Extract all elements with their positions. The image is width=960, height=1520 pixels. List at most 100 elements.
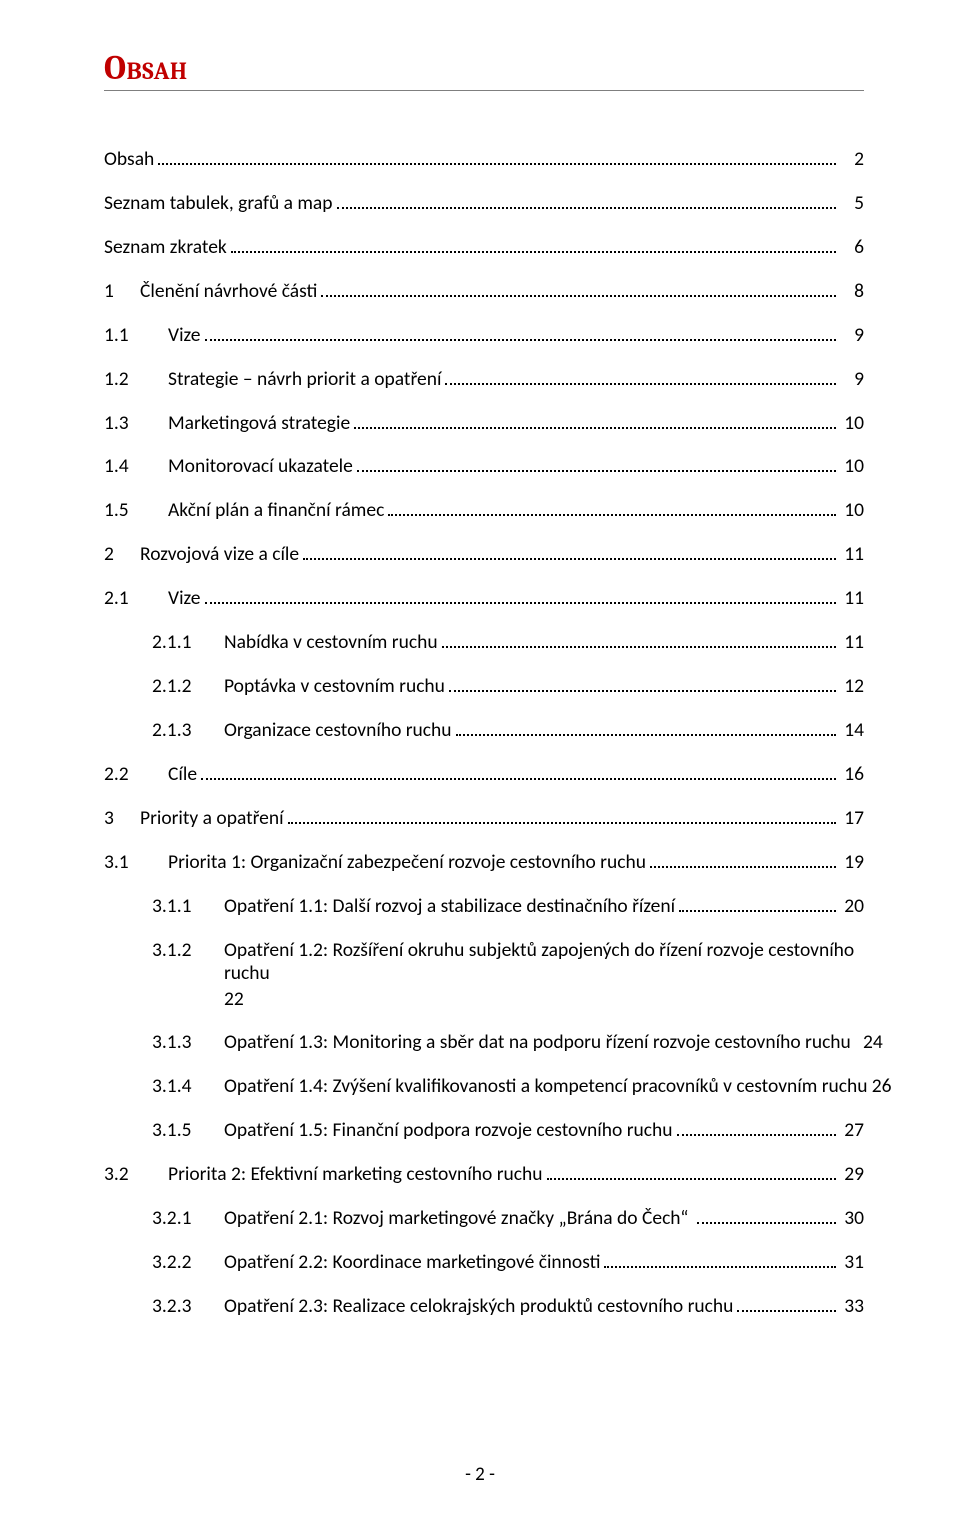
toc-entry: 3.2.2Opatření 2.2: Koordinace marketingo…	[104, 1250, 864, 1274]
toc-entry-page: 9	[840, 324, 864, 347]
toc-entry-number: 1.1	[104, 324, 168, 347]
table-of-contents: Obsah 2Seznam tabulek, grafů a map 5Sezn…	[104, 147, 864, 1318]
toc-entry-page: 29	[840, 1163, 864, 1186]
toc-entry: 3.1Priorita 1: Organizační zabezpečení r…	[104, 851, 864, 875]
toc-entry-label: Opatření 1.1: Další rozvoj a stabilizace…	[224, 895, 675, 918]
toc-entry: 2.1Vize 11	[104, 587, 864, 611]
toc-leader	[337, 191, 836, 209]
toc-entry-label: Organizace cestovního ruchu	[224, 719, 452, 742]
toc-entry: 2Rozvojová vize a cíle 11	[104, 543, 864, 567]
toc-entry-label: Opatření 1.2: Rozšíření okruhu subjektů …	[224, 939, 864, 986]
toc-leader	[354, 411, 836, 429]
toc-entry: Seznam zkratek 6	[104, 235, 864, 259]
toc-entry: 1.4Monitorovací ukazatele 10	[104, 455, 864, 479]
toc-entry-label: Opatření 2.3: Realizace celokrajských pr…	[224, 1295, 733, 1318]
toc-entry: 3.2Priorita 2: Efektivní marketing cesto…	[104, 1162, 864, 1186]
toc-entry-label: Priority a opatření	[140, 807, 284, 830]
toc-entry-page: 11	[840, 631, 864, 654]
toc-leader	[205, 587, 836, 605]
toc-entry-label: Monitorovací ukazatele	[168, 455, 353, 478]
toc-entry-label: Seznam tabulek, grafů a map	[104, 192, 333, 215]
toc-entry-label: Obsah	[104, 148, 154, 171]
toc-entry-label: Cíle	[168, 763, 197, 786]
toc-entry-page: 10	[840, 499, 864, 522]
toc-leader	[231, 235, 836, 253]
toc-entry-page: 22	[224, 988, 244, 1011]
toc-entry-number: 1.4	[104, 455, 168, 478]
toc-entry-label: Opatření 1.3: Monitoring a sběr dat na p…	[224, 1031, 851, 1054]
toc-entry: 3.1.5Opatření 1.5: Finanční podpora rozv…	[104, 1118, 864, 1142]
toc-entry: 3.2.1Opatření 2.1: Rozvoj marketingové z…	[104, 1206, 864, 1230]
toc-entry: 2.1.2Poptávka v cestovním ruchu 12	[104, 675, 864, 699]
toc-entry: 2.2Cíle 16	[104, 763, 864, 787]
toc-entry-number: 2.2	[104, 763, 168, 786]
toc-entry-number: 3.2.1	[152, 1207, 224, 1230]
toc-entry-label: Marketingová strategie	[168, 412, 350, 435]
toc-entry-number: 1.5	[104, 499, 168, 522]
toc-leader	[445, 367, 836, 385]
toc-entry-label: Opatření 2.1: Rozvoj marketingové značky…	[224, 1207, 693, 1230]
toc-entry-page: 9	[840, 368, 864, 391]
toc-leader	[288, 807, 836, 825]
toc-entry-number: 3.1.4	[152, 1075, 224, 1098]
toc-entry-page: 19	[840, 851, 864, 874]
toc-entry-page: 12	[840, 675, 864, 698]
toc-entry-number: 2	[104, 543, 140, 566]
toc-entry-number: 2.1.2	[152, 675, 224, 698]
toc-entry-label: Nabídka v cestovním ruchu	[224, 631, 438, 654]
toc-entry-page: 33	[840, 1295, 864, 1318]
heading-rule-wrap: Obsah	[104, 48, 864, 91]
toc-leader	[442, 631, 836, 649]
toc-entry: 3.1.3Opatření 1.3: Monitoring a sběr dat…	[104, 1031, 864, 1055]
toc-entry-label: Opatření 1.4: Zvýšení kvalifikovanosti a…	[224, 1075, 868, 1098]
toc-entry: 2.1.1Nabídka v cestovním ruchu 11	[104, 631, 864, 655]
toc-entry: 3Priority a opatření 17	[104, 807, 864, 831]
toc-entry-page: 2	[840, 148, 864, 171]
toc-entry-number: 3.1.1	[152, 895, 224, 918]
toc-leader	[679, 895, 836, 913]
toc-entry-continuation: 22	[104, 988, 864, 1011]
toc-entry-number: 3.2.2	[152, 1251, 224, 1274]
toc-entry-label: Opatření 2.2: Koordinace marketingové či…	[224, 1251, 600, 1274]
toc-entry-number: 3.1	[104, 851, 168, 874]
toc-entry-page: 5	[840, 192, 864, 215]
toc-entry-label: Vize	[168, 587, 201, 610]
toc-entry: 1.2Strategie – návrh priorit a opatření …	[104, 367, 864, 391]
toc-leader	[205, 323, 836, 341]
toc-entry-label: Vize	[168, 324, 201, 347]
toc-entry: 1Členění návrhové části 8	[104, 279, 864, 303]
toc-entry-number: 3.2	[104, 1163, 168, 1186]
toc-entry-page: 16	[840, 763, 864, 786]
toc-entry-page: 17	[840, 807, 864, 830]
toc-entry-number: 3.1.5	[152, 1119, 224, 1142]
toc-leader	[650, 851, 836, 869]
toc-entry-page: 11	[840, 587, 864, 610]
toc-entry-label: Seznam zkratek	[104, 236, 227, 259]
toc-entry: 3.2.3Opatření 2.3: Realizace celokrajský…	[104, 1294, 864, 1318]
toc-entry-page: 8	[840, 280, 864, 303]
toc-entry: 3.1.1Opatření 1.1: Další rozvoj a stabil…	[104, 895, 864, 919]
toc-entry-number: 3.1.2	[152, 939, 224, 962]
toc-leader	[201, 763, 836, 781]
toc-leader	[697, 1206, 836, 1224]
toc-entry-number: 3.1.3	[152, 1031, 224, 1054]
toc-entry-number: 2.1.1	[152, 631, 224, 654]
toc-entry-page: 27	[840, 1119, 864, 1142]
toc-leader	[388, 499, 836, 517]
toc-entry-number: 2.1.3	[152, 719, 224, 742]
toc-entry: Obsah 2	[104, 147, 864, 171]
toc-entry-number: 1.3	[104, 412, 168, 435]
toc-entry-page: 26	[868, 1075, 892, 1098]
toc-leader	[456, 719, 836, 737]
toc-entry-label: Priorita 1: Organizační zabezpečení rozv…	[168, 851, 646, 874]
toc-entry: 3.1.2Opatření 1.2: Rozšíření okruhu subj…	[104, 939, 864, 986]
toc-entry: 3.1.4Opatření 1.4: Zvýšení kvalifikovano…	[104, 1075, 864, 1098]
toc-leader	[677, 1118, 837, 1136]
toc-entry-label: Poptávka v cestovním ruchu	[224, 675, 445, 698]
toc-entry-page: 6	[840, 236, 864, 259]
toc-entry: Seznam tabulek, grafů a map 5	[104, 191, 864, 215]
toc-entry-page: 30	[840, 1207, 864, 1230]
toc-entry-number: 1	[104, 280, 140, 303]
toc-leader	[737, 1294, 836, 1312]
toc-entry-label: Priorita 2: Efektivní marketing cestovní…	[168, 1163, 543, 1186]
